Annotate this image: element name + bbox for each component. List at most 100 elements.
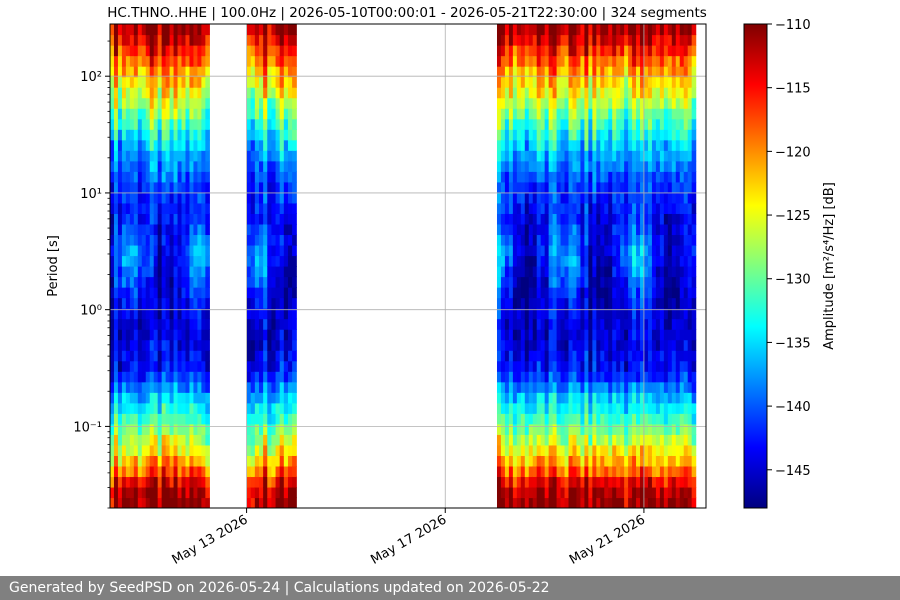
- heatmap-cell: [608, 455, 613, 467]
- heatmap-cell: [275, 129, 281, 141]
- heatmap-cell: [624, 360, 629, 372]
- heatmap-cell: [671, 87, 677, 99]
- heatmap-cell: [667, 465, 673, 478]
- heatmap-cell: [197, 24, 202, 36]
- heatmap-cell: [632, 34, 637, 46]
- heatmap-cell: [504, 150, 510, 162]
- heatmap-cell: [157, 76, 163, 88]
- heatmap-cell: [117, 434, 123, 446]
- heatmap-cell: [181, 287, 187, 299]
- heatmap-cell: [287, 171, 293, 183]
- heatmap-cell: [149, 308, 155, 320]
- heatmap-cell: [141, 192, 147, 204]
- heatmap-cell: [584, 118, 589, 130]
- heatmap-cell: [620, 329, 625, 341]
- heatmap-cell: [604, 55, 609, 67]
- heatmap-cell: [141, 434, 147, 446]
- heatmap-cell: [683, 213, 689, 225]
- heatmap-cell: [275, 87, 281, 99]
- heatmap-cell: [536, 129, 542, 141]
- heatmap-cell: [259, 66, 264, 78]
- heatmap-cell: [679, 287, 685, 299]
- heatmap-cell: [552, 234, 558, 246]
- heatmap-cell: [271, 413, 277, 425]
- heatmap-cell: [197, 413, 202, 425]
- heatmap-cell: [548, 87, 554, 99]
- heatmap-cell: [683, 402, 689, 414]
- heatmap-cell: [640, 497, 645, 508]
- heatmap-cell: [129, 413, 135, 425]
- heatmap-cell: [580, 45, 585, 57]
- heatmap-cell: [125, 476, 131, 488]
- heatmap-cell: [250, 66, 256, 78]
- heatmap-cell: [632, 223, 637, 236]
- heatmap-cell: [683, 160, 689, 172]
- heatmap-cell: [157, 497, 163, 508]
- heatmap-cell: [161, 97, 167, 109]
- heatmap-cell: [153, 392, 159, 404]
- heatmap-cell: [133, 476, 139, 488]
- heatmap-cell: [588, 192, 593, 204]
- heatmap-cell: [659, 465, 665, 478]
- heatmap-cell: [604, 308, 609, 320]
- heatmap-cell: [246, 392, 252, 404]
- heatmap-cell: [576, 223, 582, 236]
- heatmap-cell: [193, 87, 199, 99]
- heatmap-cell: [193, 76, 199, 88]
- heatmap-cell: [640, 76, 645, 88]
- heatmap-cell: [113, 55, 119, 67]
- heatmap-cell: [647, 181, 653, 193]
- heatmap-cell: [263, 423, 268, 435]
- heatmap-cell: [544, 287, 550, 299]
- heatmap-cell: [149, 108, 155, 120]
- heatmap-cell: [169, 476, 175, 488]
- heatmap-cell: [512, 244, 518, 257]
- heatmap-cell: [616, 486, 621, 499]
- heatmap-cell: [536, 171, 542, 183]
- heatmap-cell: [592, 434, 597, 446]
- heatmap-cell: [687, 160, 693, 172]
- heatmap-cell: [205, 55, 210, 67]
- heatmap-cell: [624, 255, 629, 267]
- heatmap-cell: [153, 339, 159, 351]
- heatmap-cell: [271, 24, 277, 36]
- heatmap-cell: [644, 381, 649, 393]
- heatmap-cell: [113, 486, 119, 499]
- heatmap-cell: [173, 476, 179, 488]
- heatmap-cell: [604, 255, 609, 267]
- heatmap-cell: [287, 87, 293, 99]
- heatmap-cell: [616, 55, 621, 67]
- heatmap-cell: [500, 413, 506, 425]
- heatmap-cell: [604, 202, 609, 214]
- heatmap-cell: [532, 66, 538, 78]
- heatmap-cell: [504, 87, 510, 99]
- heatmap-cell: [600, 318, 605, 330]
- heatmap-cell: [636, 297, 641, 309]
- heatmap-cell: [205, 371, 210, 383]
- heatmap-cell: [675, 171, 681, 183]
- heatmap-cell: [271, 55, 277, 67]
- heatmap-cell: [508, 297, 514, 309]
- heatmap-cell: [157, 308, 163, 320]
- heatmap-cell: [532, 171, 538, 183]
- heatmap-cell: [616, 318, 621, 330]
- heatmap-cell: [560, 223, 566, 236]
- heatmap-cell: [504, 392, 510, 404]
- heatmap-cell: [644, 297, 649, 309]
- heatmap-cell: [520, 244, 526, 257]
- heatmap-cell: [129, 402, 135, 414]
- heatmap-cell: [157, 192, 163, 204]
- heatmap-cell: [564, 150, 570, 162]
- heatmap-cell: [691, 371, 697, 383]
- heatmap-cell: [246, 66, 252, 78]
- heatmap-cell: [552, 308, 558, 320]
- heatmap-cell: [205, 402, 210, 414]
- heatmap-cell: [632, 192, 637, 204]
- heatmap-cell: [616, 402, 621, 414]
- heatmap-cell: [181, 255, 187, 267]
- heatmap-cell: [659, 350, 665, 362]
- heatmap-cell: [185, 97, 191, 109]
- heatmap-cell: [508, 413, 514, 425]
- heatmap-cell: [592, 87, 597, 99]
- heatmap-cell: [197, 97, 202, 109]
